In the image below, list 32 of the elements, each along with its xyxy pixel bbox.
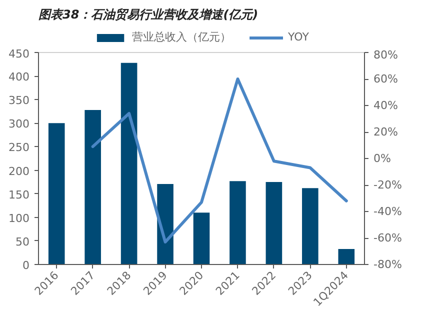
y2-tick-label: -80% <box>374 258 402 271</box>
y-tick-label: 400 <box>8 70 30 84</box>
y-tick-label: 250 <box>8 141 30 154</box>
y-tick-label: 50 <box>16 235 30 248</box>
y2-tick-label: 40% <box>374 99 398 112</box>
y2-tick-label: -40% <box>374 205 402 218</box>
bar <box>266 182 282 264</box>
y2-tick-label: 0% <box>374 152 391 165</box>
y-tick-label: 200 <box>8 164 30 178</box>
bar <box>84 110 101 264</box>
bar <box>193 212 210 264</box>
bar <box>230 181 246 264</box>
y-tick-label: 300 <box>8 118 30 131</box>
y-tick-label: 100 <box>8 212 30 225</box>
bar <box>48 123 65 264</box>
bar <box>302 188 318 264</box>
chart-title: 图表38：石油贸易行业营收及增速(亿元) <box>38 8 258 22</box>
legend-label: 营业总收入（亿元） <box>132 30 232 44</box>
bar <box>157 184 174 264</box>
y2-tick-label: 60% <box>374 72 398 86</box>
line-series <box>91 78 348 244</box>
bar <box>120 62 138 264</box>
y2-tick-label: 20% <box>374 126 398 138</box>
y-tick-label: 450 <box>8 48 30 60</box>
y-tick-label: 350 <box>8 94 30 108</box>
y2-tick-label: 80% <box>374 48 398 62</box>
legend-label: YOY <box>288 30 309 44</box>
y-tick-label: 150 <box>8 188 30 202</box>
y2-tick-label: -60% <box>374 232 402 244</box>
bar <box>338 248 355 264</box>
y-tick-label: 0 <box>22 259 30 272</box>
y2-tick-label: -20% <box>374 178 402 192</box>
